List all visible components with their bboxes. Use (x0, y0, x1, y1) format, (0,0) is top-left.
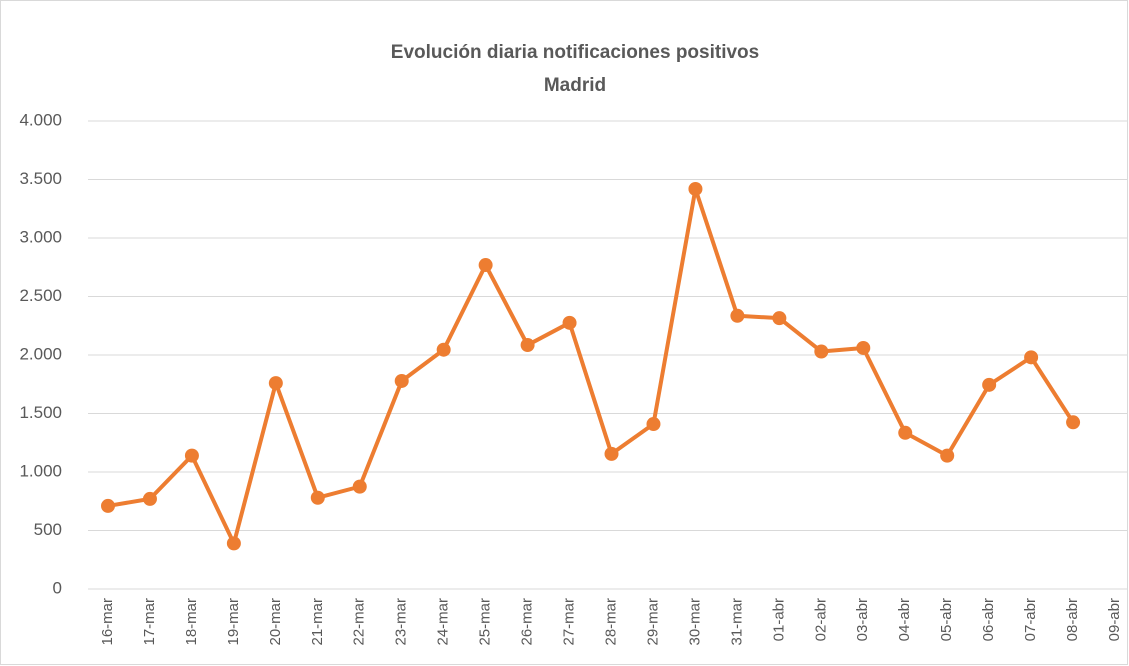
data-point (142, 491, 157, 506)
x-tick-label: 31-mar (728, 598, 745, 646)
y-tick-label: 500 (34, 520, 62, 539)
x-tick-label: 21-mar (309, 598, 326, 646)
data-point (478, 258, 493, 273)
x-tick-label: 22-mar (351, 598, 368, 646)
x-tick-label: 06-abr (980, 598, 997, 641)
data-point (940, 448, 955, 463)
data-point (856, 340, 871, 355)
data-point (562, 315, 577, 330)
data-point (646, 417, 661, 432)
x-tick-label: 27-mar (561, 598, 578, 646)
data-point (268, 376, 283, 391)
data-point (772, 311, 787, 326)
data-point (1066, 415, 1081, 430)
x-tick-label: 26-mar (519, 598, 536, 646)
x-tick-label: 18-mar (183, 598, 200, 646)
x-tick-label: 24-mar (435, 598, 452, 646)
series-line (107, 186, 1075, 546)
data-point (394, 373, 409, 388)
x-tick-label: 19-mar (225, 598, 242, 646)
chart-title: Evolución diaria notificaciones positivo… (391, 42, 759, 63)
data-point (520, 338, 535, 353)
y-tick-label: 3.500 (19, 169, 62, 188)
x-tick-label: 30-mar (686, 598, 703, 646)
y-tick-label: 2.500 (19, 286, 62, 305)
data-point (730, 308, 745, 323)
y-tick-label: 1.500 (19, 403, 62, 422)
y-tick-label: 3.000 (19, 227, 62, 246)
data-point (1024, 350, 1039, 365)
x-tick-label: 25-mar (477, 598, 494, 646)
x-tick-label: 02-abr (812, 598, 829, 641)
x-tick-label: 01-abr (770, 598, 787, 641)
x-tick-label: 29-mar (644, 598, 661, 646)
x-tick-label: 09-abr (1106, 598, 1123, 641)
x-tick-label: 28-mar (602, 598, 619, 646)
x-tick-label: 05-abr (938, 598, 955, 641)
y-tick-label: 2.000 (19, 344, 62, 363)
x-tick-label: 16-mar (99, 598, 116, 646)
x-tick-label: 04-abr (896, 598, 913, 641)
x-tick-label: 07-abr (1022, 598, 1039, 641)
data-point (226, 536, 241, 551)
x-tick-label: 20-mar (267, 598, 284, 646)
data-point (814, 344, 829, 359)
chart-subtitle: Madrid (544, 75, 606, 96)
data-point (898, 425, 913, 440)
data-point (982, 377, 997, 392)
data-point (604, 446, 619, 461)
data-point (310, 490, 325, 505)
y-tick-label: 4.000 (19, 110, 62, 129)
data-point (101, 498, 115, 513)
x-tick-label: 17-mar (141, 598, 158, 646)
data-point (688, 181, 703, 196)
x-tick-label: 03-abr (854, 598, 871, 641)
data-point (436, 342, 451, 357)
x-tick-label: 23-mar (393, 598, 410, 646)
data-point (352, 479, 367, 494)
x-tick-label: 08-abr (1064, 598, 1081, 641)
y-tick-label: 0 (53, 578, 62, 597)
data-point (184, 448, 199, 463)
y-tick-label: 1.000 (19, 461, 62, 480)
